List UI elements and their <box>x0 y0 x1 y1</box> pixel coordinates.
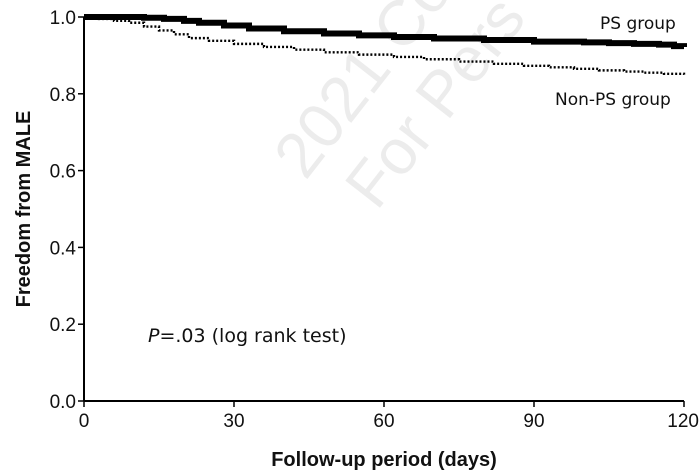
series-label-non-ps: Non-PS group <box>555 90 671 110</box>
y-ticks: 0.0 0.2 0.4 0.6 0.8 1.0 <box>50 8 84 413</box>
y-tick-label: 0.4 <box>50 238 77 259</box>
x-tick-label: 0 <box>79 411 90 432</box>
y-tick-label: 1.0 <box>50 8 76 29</box>
y-tick-label: 0.8 <box>50 85 76 106</box>
x-tick-label: 90 <box>523 411 544 432</box>
p-value-text: =.03 (log rank test) <box>159 325 346 347</box>
y-tick-label: 0.2 <box>50 315 76 336</box>
series-group <box>84 14 687 76</box>
x-tick-label: 30 <box>223 411 244 432</box>
x-tick-label: 120 <box>667 411 699 432</box>
x-axis-title: Follow-up period (days) <box>271 449 497 471</box>
y-axis-title: Freedom from MALE <box>13 111 35 308</box>
y-tick-label: 0.6 <box>50 162 76 183</box>
y-tick-label: 0.0 <box>50 392 76 413</box>
p-symbol: P <box>148 325 160 347</box>
x-tick-label: 60 <box>373 411 394 432</box>
series-line-ps <box>84 14 687 50</box>
series-label-ps: PS group <box>600 14 676 34</box>
x-ticks: 0 30 60 90 120 <box>79 401 699 432</box>
series-line-non-ps <box>84 15 686 76</box>
p-value-annotation: P=.03 (log rank test) <box>148 325 347 347</box>
